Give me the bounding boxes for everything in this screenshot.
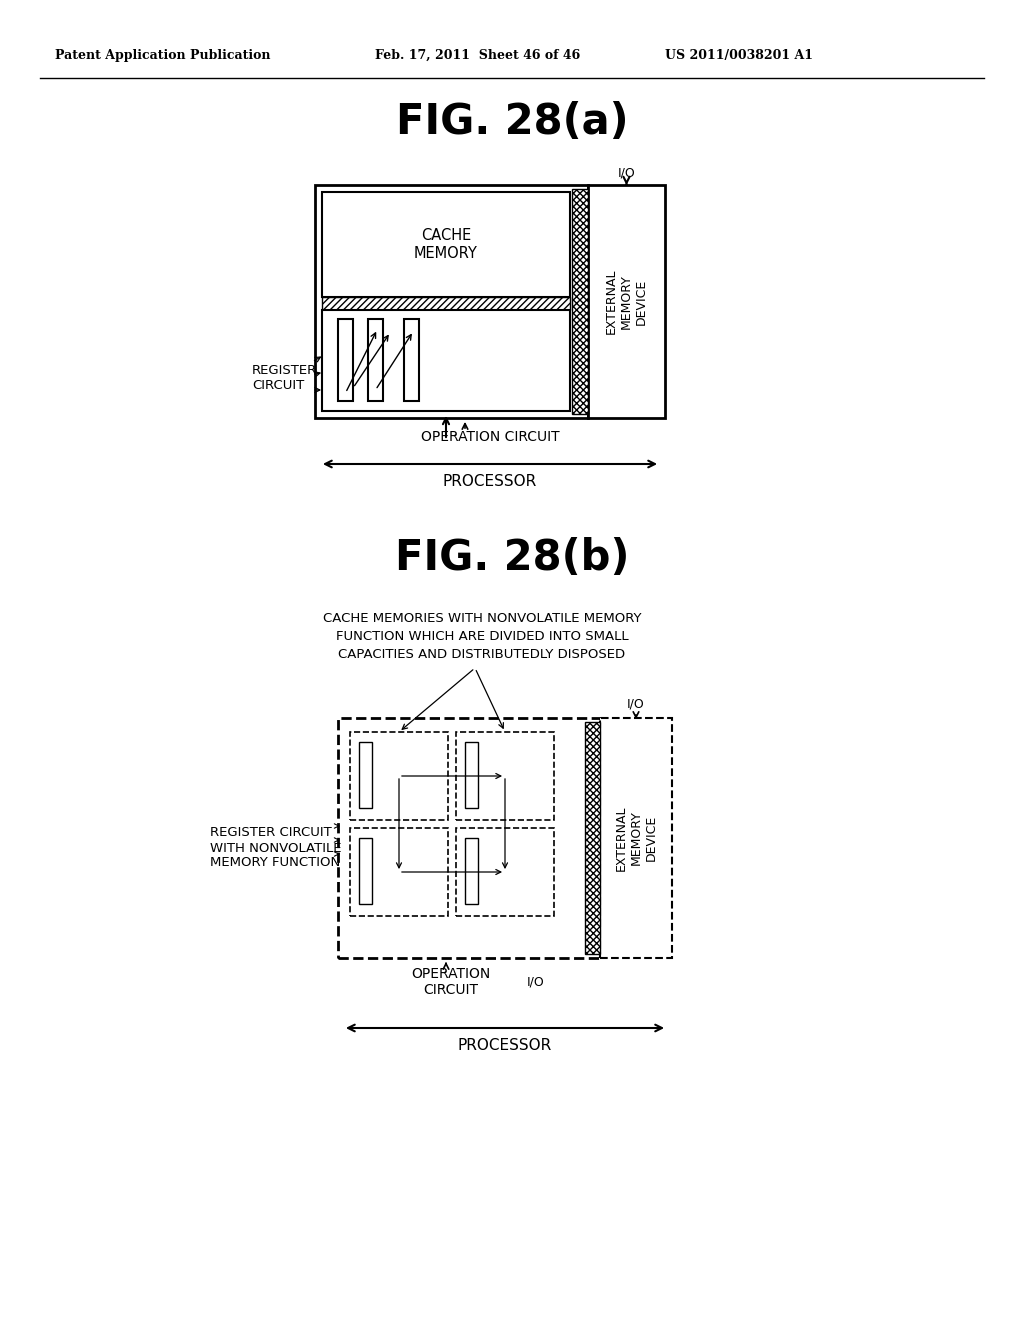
Bar <box>600 718 672 958</box>
Text: FIG. 28(b): FIG. 28(b) <box>394 537 630 579</box>
Text: CACHE
MEMORY: CACHE MEMORY <box>414 228 478 261</box>
Text: EXTERNAL
MEMORY
DEVICE: EXTERNAL MEMORY DEVICE <box>605 269 648 334</box>
Bar <box>404 319 419 401</box>
Text: OPERATION CIRCUIT: OPERATION CIRCUIT <box>421 430 559 444</box>
Bar <box>585 722 600 954</box>
Bar <box>368 319 383 401</box>
Text: CACHE MEMORIES WITH NONVOLATILE MEMORY: CACHE MEMORIES WITH NONVOLATILE MEMORY <box>323 611 641 624</box>
Text: OPERATION
CIRCUIT: OPERATION CIRCUIT <box>412 966 490 997</box>
Text: PROCESSOR: PROCESSOR <box>442 474 538 490</box>
Text: US 2011/0038201 A1: US 2011/0038201 A1 <box>665 49 813 62</box>
Text: EXTERNAL
MEMORY
DEVICE: EXTERNAL MEMORY DEVICE <box>614 805 657 871</box>
Bar <box>456 733 554 820</box>
Text: I/O: I/O <box>527 975 545 989</box>
Bar <box>359 742 372 808</box>
Bar <box>588 185 665 418</box>
Text: REGISTER CIRCUIT
WITH NONVOLATILE
MEMORY FUNCTION: REGISTER CIRCUIT WITH NONVOLATILE MEMORY… <box>210 826 341 870</box>
Text: REGISTER
CIRCUIT: REGISTER CIRCUIT <box>252 364 317 392</box>
Bar <box>350 828 449 916</box>
Text: PROCESSOR: PROCESSOR <box>458 1039 552 1053</box>
Text: CAPACITIES AND DISTRIBUTEDLY DISPOSED: CAPACITIES AND DISTRIBUTEDLY DISPOSED <box>339 648 626 660</box>
Bar <box>338 319 353 401</box>
Bar <box>572 189 588 414</box>
Bar <box>322 310 570 411</box>
Bar <box>315 185 588 418</box>
Bar <box>322 297 570 310</box>
Bar <box>359 838 372 904</box>
Bar <box>350 733 449 820</box>
Text: FUNCTION WHICH ARE DIVIDED INTO SMALL: FUNCTION WHICH ARE DIVIDED INTO SMALL <box>336 630 629 643</box>
Bar <box>465 838 478 904</box>
Text: I/O: I/O <box>617 166 635 180</box>
Text: Feb. 17, 2011  Sheet 46 of 46: Feb. 17, 2011 Sheet 46 of 46 <box>375 49 581 62</box>
Bar <box>465 742 478 808</box>
Bar <box>456 828 554 916</box>
Bar <box>322 191 570 297</box>
Bar <box>338 718 600 958</box>
Text: I/O: I/O <box>627 697 645 710</box>
Text: FIG. 28(a): FIG. 28(a) <box>395 102 629 143</box>
Text: Patent Application Publication: Patent Application Publication <box>55 49 270 62</box>
